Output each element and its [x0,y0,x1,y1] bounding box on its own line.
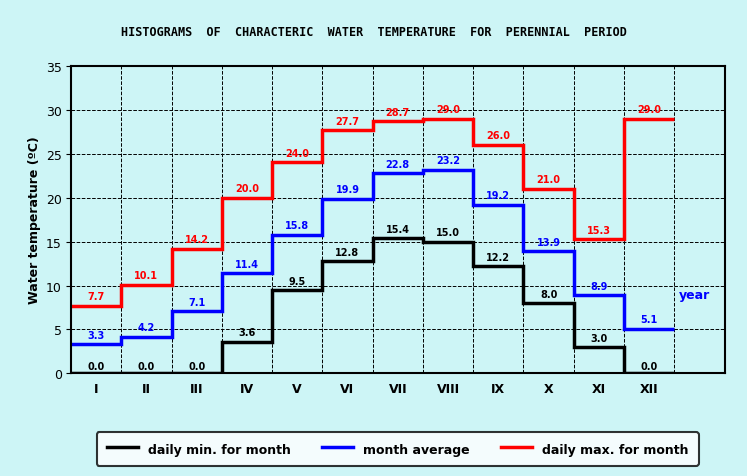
Text: 21.0: 21.0 [536,175,560,185]
Text: 23.2: 23.2 [436,156,460,166]
Text: 13.9: 13.9 [536,238,560,248]
Text: 15.4: 15.4 [385,224,410,234]
Text: 19.9: 19.9 [335,185,359,195]
Text: 15.3: 15.3 [587,225,611,235]
Text: 8.0: 8.0 [540,289,557,299]
Y-axis label: Water temperature (ºC): Water temperature (ºC) [28,137,40,304]
Text: 24.0: 24.0 [285,149,309,159]
Text: 19.2: 19.2 [486,191,510,201]
Legend: daily min. for month, month average, daily max. for month: daily min. for month, month average, dai… [96,432,699,466]
Text: 7.7: 7.7 [87,292,105,302]
Text: 8.9: 8.9 [590,281,607,291]
Text: 29.0: 29.0 [436,105,460,115]
Text: 5.1: 5.1 [640,315,658,325]
Text: 3.0: 3.0 [590,333,607,343]
Text: 3.6: 3.6 [238,327,255,337]
Text: 3.3: 3.3 [87,330,105,340]
Text: 11.4: 11.4 [235,259,259,269]
Text: 14.2: 14.2 [185,235,208,245]
Text: 15.8: 15.8 [285,221,309,231]
Text: 7.1: 7.1 [188,297,205,307]
Text: 12.2: 12.2 [486,252,510,262]
Text: HISTOGRAMS  OF  CHARACTERIC  WATER  TEMPERATURE  FOR  PERENNIAL  PERIOD: HISTOGRAMS OF CHARACTERIC WATER TEMPERAT… [120,26,627,39]
Text: 26.0: 26.0 [486,131,510,141]
Text: year: year [679,289,710,302]
Text: 28.7: 28.7 [385,108,410,118]
Text: 10.1: 10.1 [134,271,158,281]
Text: 15.0: 15.0 [436,228,460,238]
Text: 12.8: 12.8 [335,247,359,257]
Text: 0.0: 0.0 [137,361,155,371]
Text: 20.0: 20.0 [235,184,259,194]
Text: 22.8: 22.8 [385,159,410,169]
Text: 0.0: 0.0 [640,361,658,371]
Text: 4.2: 4.2 [137,322,155,332]
Text: 0.0: 0.0 [188,361,205,371]
Text: 9.5: 9.5 [288,276,306,286]
Text: 0.0: 0.0 [87,361,105,371]
Text: 29.0: 29.0 [637,105,661,115]
Text: 27.7: 27.7 [335,116,359,126]
